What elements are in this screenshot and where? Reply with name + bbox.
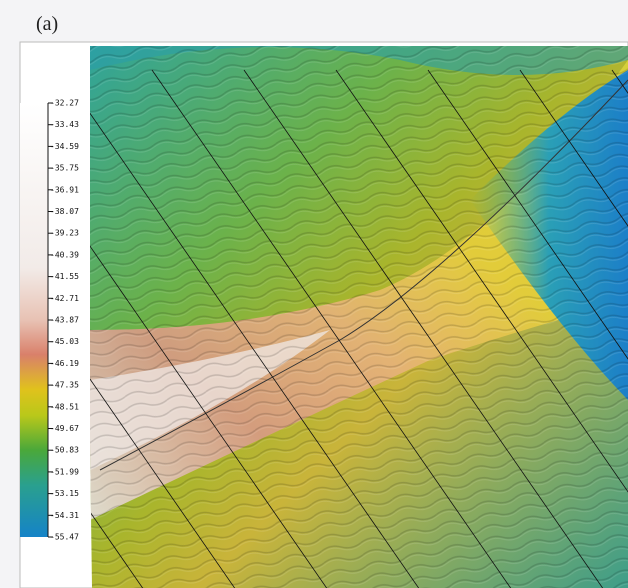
tick-label: -41.55 <box>50 272 79 281</box>
colorbar-axis: -32.27 -33.43 -34.59 -35.75 -36.91 -38.07 -39.… <box>48 99 79 542</box>
tick-label: -45.03 <box>50 337 79 346</box>
tick-label: -35.75 <box>50 164 79 173</box>
tick-label: -39.23 <box>50 229 79 238</box>
figure: (a) -32.27 -33.43 -34.59 -35.75 -36.91 -38.07… <box>0 0 628 588</box>
tick-label: -51.99 <box>50 467 79 476</box>
tick-label: -46.19 <box>50 359 79 368</box>
tick-label: -34.59 <box>50 142 79 151</box>
sand-waves <box>90 46 628 588</box>
tick-label: -33.43 <box>50 120 79 129</box>
tick-label: -38.07 <box>50 207 79 216</box>
tick-label: -42.71 <box>50 294 79 303</box>
tick-label: -47.35 <box>50 381 79 390</box>
bathymetry-map <box>90 46 628 588</box>
colorbar <box>20 103 48 537</box>
tick-label: -54.31 <box>50 511 79 520</box>
tick-label: -43.87 <box>50 316 79 325</box>
tick-label: -53.15 <box>50 489 79 498</box>
tick-label: -49.67 <box>50 424 79 433</box>
tick-label: -40.39 <box>50 250 79 259</box>
tick-label: -48.51 <box>50 402 79 411</box>
tick-label: -36.91 <box>50 185 79 194</box>
panel-label: (a) <box>36 13 58 35</box>
tick-label: -50.83 <box>50 446 79 455</box>
tick-label: -32.27 <box>50 99 79 108</box>
tick-label: -55.47 <box>50 533 79 542</box>
